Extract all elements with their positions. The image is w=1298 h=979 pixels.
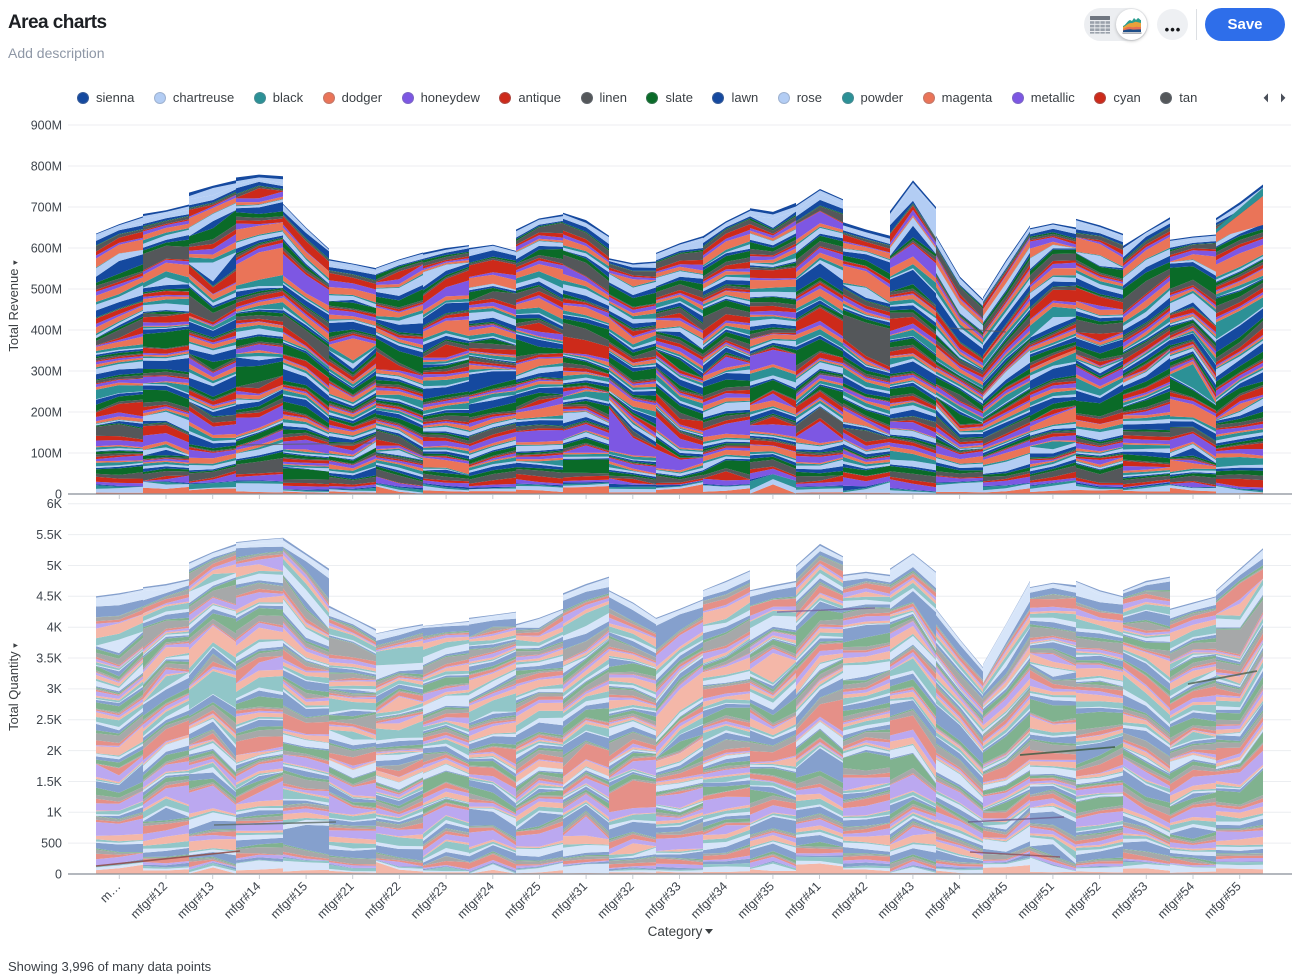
svg-text:mfgr#13: mfgr#13 xyxy=(174,879,216,921)
svg-text:1.5K: 1.5K xyxy=(36,775,62,789)
svg-text:3K: 3K xyxy=(47,682,63,696)
svg-text:mfgr#52: mfgr#52 xyxy=(1061,879,1103,921)
svg-text:mfgr#35: mfgr#35 xyxy=(735,879,777,921)
svg-text:mfgr#25: mfgr#25 xyxy=(501,879,543,921)
svg-text:mfgr#55: mfgr#55 xyxy=(1201,879,1243,921)
svg-text:Category: Category xyxy=(648,924,703,939)
svg-text:Total Revenue ▾: Total Revenue ▾ xyxy=(6,260,21,352)
svg-text:mfgr#34: mfgr#34 xyxy=(688,879,730,921)
svg-text:400M: 400M xyxy=(31,323,62,337)
svg-text:mfgr#54: mfgr#54 xyxy=(1155,879,1197,921)
svg-text:5K: 5K xyxy=(47,559,63,573)
svg-text:600M: 600M xyxy=(31,241,62,255)
svg-text:1K: 1K xyxy=(47,806,63,820)
svg-text:mfgr#15: mfgr#15 xyxy=(268,879,310,921)
svg-text:500: 500 xyxy=(41,836,62,850)
svg-text:m…: m… xyxy=(97,879,123,905)
svg-text:700M: 700M xyxy=(31,200,62,214)
svg-text:mfgr#22: mfgr#22 xyxy=(361,879,403,921)
svg-text:mfgr#12: mfgr#12 xyxy=(128,879,170,921)
svg-text:500M: 500M xyxy=(31,282,62,296)
svg-text:900M: 900M xyxy=(31,118,62,132)
svg-text:mfgr#23: mfgr#23 xyxy=(408,879,450,921)
svg-text:mfgr#41: mfgr#41 xyxy=(781,879,823,921)
svg-text:mfgr#33: mfgr#33 xyxy=(641,879,683,921)
svg-text:mfgr#43: mfgr#43 xyxy=(875,879,917,921)
svg-text:mfgr#53: mfgr#53 xyxy=(1108,879,1150,921)
svg-text:2.5K: 2.5K xyxy=(36,713,62,727)
svg-text:4.5K: 4.5K xyxy=(36,590,62,604)
svg-text:200M: 200M xyxy=(31,405,62,419)
svg-text:mfgr#42: mfgr#42 xyxy=(828,879,870,921)
svg-text:mfgr#31: mfgr#31 xyxy=(548,879,590,921)
svg-text:mfgr#45: mfgr#45 xyxy=(968,879,1010,921)
svg-text:100M: 100M xyxy=(31,446,62,460)
svg-text:mfgr#32: mfgr#32 xyxy=(595,879,637,921)
svg-text:mfgr#51: mfgr#51 xyxy=(1015,879,1057,921)
svg-text:4K: 4K xyxy=(47,621,63,635)
svg-text:800M: 800M xyxy=(31,159,62,173)
svg-text:mfgr#21: mfgr#21 xyxy=(314,879,356,921)
svg-text:6K: 6K xyxy=(47,497,63,511)
svg-text:0: 0 xyxy=(55,867,62,881)
svg-text:0: 0 xyxy=(55,487,62,501)
svg-text:mfgr#14: mfgr#14 xyxy=(221,879,263,921)
svg-text:3.5K: 3.5K xyxy=(36,651,62,665)
svg-text:300M: 300M xyxy=(31,364,62,378)
svg-text:mfgr#24: mfgr#24 xyxy=(455,879,497,921)
svg-text:Total Quantity ▾: Total Quantity ▾ xyxy=(6,643,21,731)
svg-text:mfgr#44: mfgr#44 xyxy=(921,879,963,921)
svg-text:5.5K: 5.5K xyxy=(36,528,62,542)
svg-text:2K: 2K xyxy=(47,744,63,758)
